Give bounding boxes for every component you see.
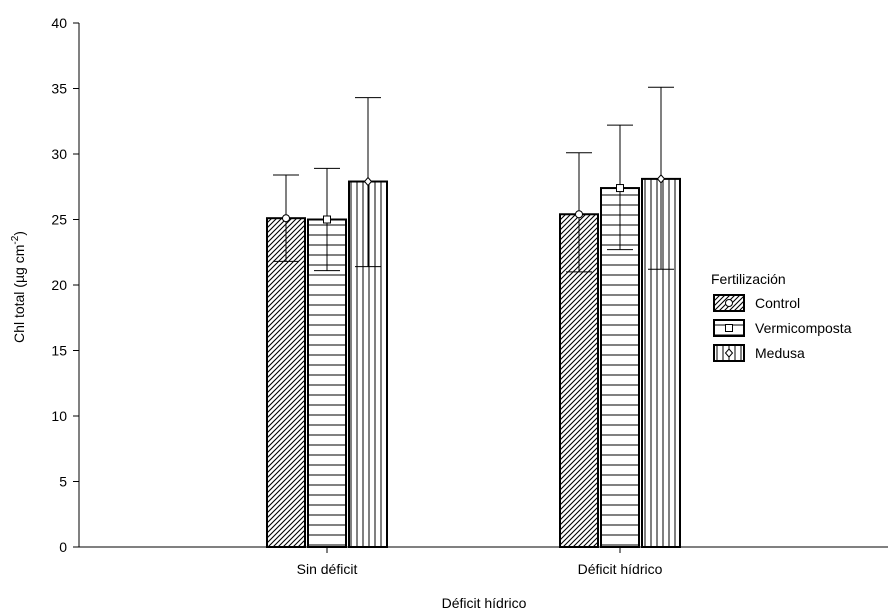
legend-label: Medusa xyxy=(755,345,805,361)
y-tick-label: 10 xyxy=(51,408,67,424)
marker-medusa xyxy=(363,176,373,187)
x-tick-label: Sin déficit xyxy=(297,561,358,577)
y-tick-label: 25 xyxy=(51,212,67,228)
legend-marker xyxy=(725,299,733,307)
y-axis-title-superscript: -2 xyxy=(10,235,21,244)
marker-control xyxy=(282,214,290,223)
bar-vermicomposta xyxy=(307,218,347,548)
y-tick-label: 0 xyxy=(59,539,67,555)
y-tick-label: 20 xyxy=(51,277,67,293)
y-axis-title: Chl total (µg cm-2) xyxy=(10,231,27,343)
x-tick-label: Déficit hídrico xyxy=(578,561,663,577)
y-tick-label: 40 xyxy=(51,15,67,31)
bar-control xyxy=(266,217,306,548)
legend-label: Vermicomposta xyxy=(755,320,852,336)
legend-item-medusa: Medusa xyxy=(713,344,805,362)
legend-marker xyxy=(725,324,733,332)
legend-label: Control xyxy=(755,295,800,311)
x-ticks: Sin déficit Déficit hídrico xyxy=(297,547,663,577)
marker-vermicomposta xyxy=(616,184,624,193)
bar-control xyxy=(559,213,599,548)
marker-control xyxy=(575,210,583,219)
legend-item-vermicomposta: Vermicomposta xyxy=(713,319,852,337)
legend: Fertilización Control Vermicomposta Medusa xyxy=(711,271,852,362)
y-tick-label: 35 xyxy=(51,81,67,97)
bars xyxy=(266,177,681,548)
x-axis-title: Déficit hídrico xyxy=(442,595,527,611)
legend-item-control: Control xyxy=(713,294,800,312)
marker-medusa xyxy=(656,174,666,184)
y-tick-label: 15 xyxy=(51,343,67,359)
legend-marker xyxy=(724,348,734,358)
markers xyxy=(282,174,666,224)
y-tick-label: 30 xyxy=(51,146,67,162)
y-tick-label: 5 xyxy=(59,474,67,490)
y-ticks: 0 5 10 15 20 25 30 35 40 xyxy=(51,15,79,555)
legend-title: Fertilización xyxy=(711,271,786,287)
marker-vermicomposta xyxy=(323,215,331,224)
